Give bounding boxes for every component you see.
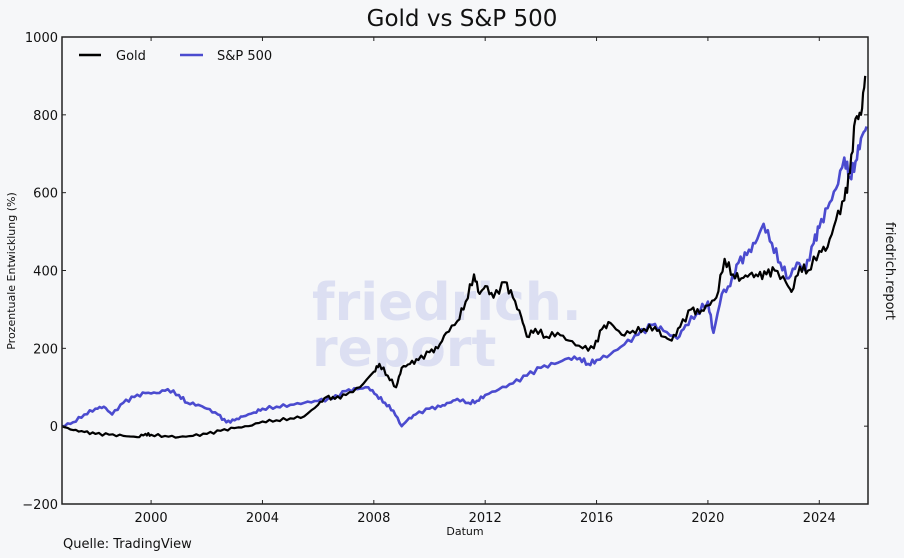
y-tick-label: 1000 [25,31,58,46]
y-tick-label: −200 [22,498,58,513]
x-axis-label: Datum [446,525,483,538]
x-tick-label: 2012 [469,511,502,526]
plot-frame [61,36,869,505]
x-tick-label: 2016 [580,511,613,526]
series-line-sp500 [61,126,868,428]
series-layer [61,75,868,439]
side-brand-label: friedrich.report [882,222,897,320]
watermark-line-1: friedrich. [312,273,582,333]
legend-label-gold: Gold [116,49,146,64]
watermark-line-2: report [312,319,496,379]
y-tick-label: 200 [33,342,58,357]
x-tick-label: 2008 [357,511,390,526]
x-tick-label: 2004 [246,511,279,526]
y-tick-label: 0 [50,420,58,435]
x-axis: 2000 2004 2008 2012 2016 2020 2024 [135,37,836,526]
y-axis-label: Prozentuale Entwicklung (%) [5,192,18,350]
chart-title: Gold vs S&P 500 [367,6,558,32]
legend: Gold S&P 500 [79,49,272,64]
y-axis: −200 0 200 400 600 800 1000 [22,31,868,513]
y-tick-label: 600 [33,187,58,202]
legend-label-sp500: S&P 500 [217,49,272,64]
watermark: friedrich. report [312,273,582,379]
source-note: Quelle: TradingView [63,537,192,552]
y-tick-label: 400 [33,265,58,280]
x-tick-label: 2024 [803,511,836,526]
x-tick-label: 2000 [135,511,168,526]
x-tick-label: 2020 [691,511,724,526]
y-tick-label: 800 [33,109,58,124]
series-line-gold [61,75,867,439]
